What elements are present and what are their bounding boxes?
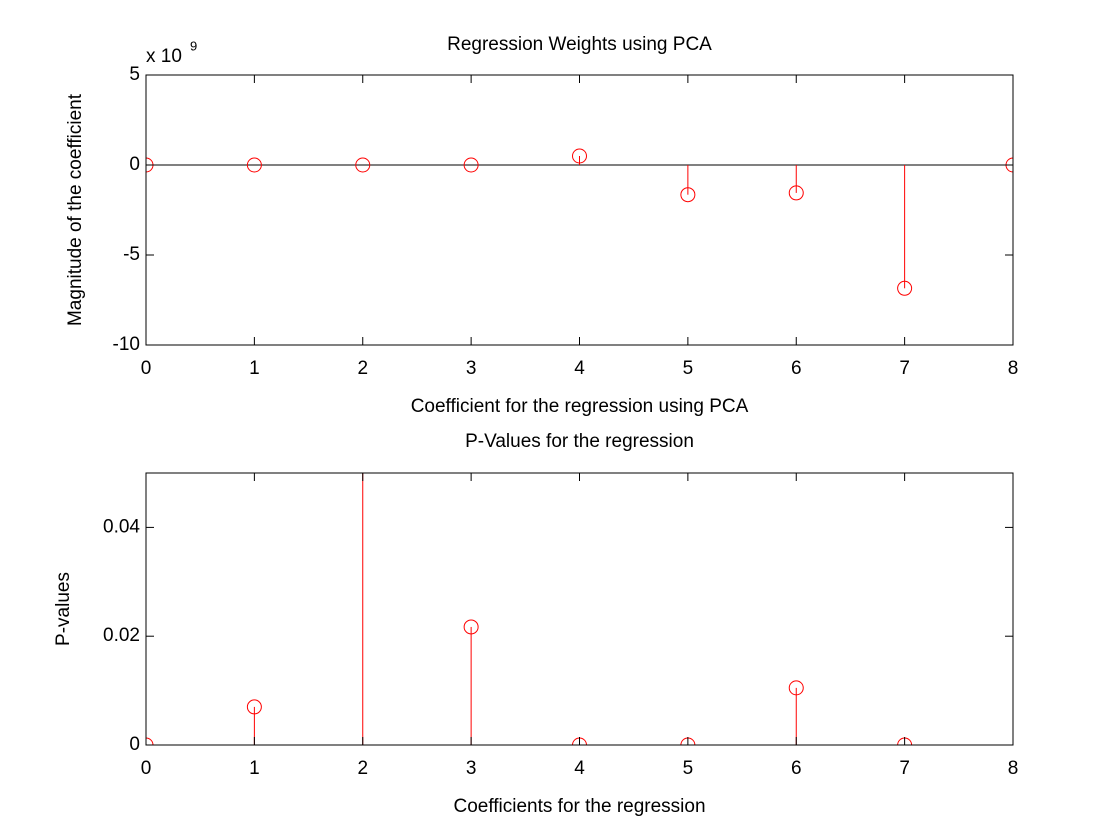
y-exponent: 9 (190, 38, 197, 53)
stem-marker (572, 148, 587, 164)
x-tick-label: 8 (1008, 758, 1019, 779)
y-tick-label: 5 (129, 64, 140, 85)
chart-title: Regression Weights using PCA (447, 34, 712, 55)
plot-area (146, 75, 1013, 345)
stem-marker (246, 699, 262, 715)
y-multiplier: x 10 (146, 46, 182, 67)
x-tick-label: 4 (574, 758, 585, 779)
chart-title: P-Values for the regression (465, 431, 694, 452)
x-tick-label: 1 (249, 758, 260, 779)
plot-content (146, 148, 1013, 296)
x-tick-label: 0 (141, 358, 152, 379)
x-tick-label: 7 (899, 358, 910, 379)
stem-marker (897, 280, 913, 296)
x-tick-label: 5 (683, 358, 694, 379)
stem-marker (463, 157, 479, 173)
stem-marker (246, 157, 262, 173)
x-tick-label: 3 (466, 358, 477, 379)
x-tick-label: 6 (791, 358, 802, 379)
x-tick-label: 0 (141, 758, 152, 779)
x-tick-label: 5 (683, 758, 694, 779)
x-tick-label: 1 (249, 358, 260, 379)
y-axis-label: P-values (53, 572, 74, 646)
stem-marker (463, 619, 479, 635)
y-tick-label: 0.02 (103, 625, 140, 646)
x-axis-label: Coefficient for the regression using PCA (411, 396, 749, 417)
x-tick-label: 7 (899, 758, 910, 779)
x-tick-label: 8 (1008, 358, 1019, 379)
x-tick-label: 2 (357, 758, 368, 779)
y-tick-label: -10 (113, 334, 140, 355)
x-tick-label: 4 (574, 358, 585, 379)
plot-area (146, 473, 1013, 745)
y-tick-label: 0 (129, 734, 140, 755)
x-tick-label: 6 (791, 758, 802, 779)
x-tick-label: 2 (357, 358, 368, 379)
x-axis-label: Coefficients for the regression (453, 796, 705, 817)
stem-marker (355, 157, 371, 173)
y-tick-label: 0.04 (103, 516, 140, 537)
y-tick-label: -5 (123, 244, 140, 265)
stem-marker (680, 187, 696, 203)
stem-marker (788, 680, 804, 696)
y-axis-label: Magnitude of the coefficient (65, 93, 86, 326)
stem-marker (788, 185, 804, 201)
x-tick-label: 3 (466, 758, 477, 779)
y-tick-label: 0 (129, 154, 140, 175)
